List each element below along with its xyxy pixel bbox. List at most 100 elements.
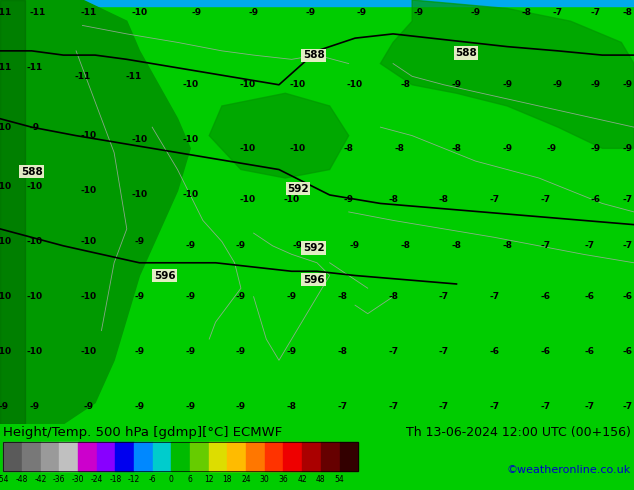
Text: -54: -54 (0, 475, 10, 485)
Bar (171, 442, 190, 471)
Text: -8: -8 (502, 242, 512, 250)
Text: -8: -8 (521, 8, 531, 17)
Text: -7: -7 (489, 402, 500, 412)
Text: Th 13-06-2024 12:00 UTC (00+156): Th 13-06-2024 12:00 UTC (00+156) (406, 426, 631, 439)
Bar (283, 442, 302, 471)
Text: -10: -10 (27, 182, 43, 191)
Text: -8: -8 (451, 242, 462, 250)
Text: -11: -11 (125, 72, 141, 81)
Text: 24: 24 (242, 475, 251, 485)
Text: -9: -9 (185, 292, 195, 301)
Text: -11: -11 (0, 63, 11, 73)
Text: -30: -30 (72, 475, 84, 485)
Text: -10: -10 (27, 237, 43, 246)
Text: -10: -10 (0, 237, 11, 246)
Text: -9: -9 (134, 292, 145, 301)
Text: -9: -9 (623, 144, 633, 153)
Text: 42: 42 (297, 475, 307, 485)
Text: -9: -9 (185, 347, 195, 356)
Text: 592: 592 (303, 243, 325, 253)
Text: 588: 588 (21, 167, 42, 177)
Text: 6: 6 (188, 475, 193, 485)
Bar (246, 442, 265, 471)
Text: -9: -9 (591, 80, 601, 89)
Text: -9: -9 (84, 402, 94, 412)
Bar (96, 442, 115, 471)
Text: -8: -8 (344, 144, 354, 153)
Text: -10: -10 (182, 80, 198, 89)
Text: -8: -8 (337, 292, 347, 301)
Text: -6: -6 (623, 292, 633, 301)
Text: -6: -6 (540, 292, 550, 301)
Text: -8: -8 (388, 292, 398, 301)
Text: 54: 54 (335, 475, 344, 485)
Text: 48: 48 (316, 475, 326, 485)
Text: 12: 12 (204, 475, 214, 485)
Text: -36: -36 (53, 475, 65, 485)
Text: -10: -10 (0, 347, 11, 356)
Text: -10: -10 (81, 237, 97, 246)
Text: -10: -10 (182, 135, 198, 145)
Text: -9: -9 (502, 144, 512, 153)
Text: -6: -6 (149, 475, 157, 485)
Bar (22, 442, 41, 471)
Text: -9: -9 (236, 242, 246, 250)
Text: 588: 588 (455, 48, 477, 58)
Text: 596: 596 (303, 275, 325, 285)
Text: -9: -9 (134, 237, 145, 246)
Text: -7: -7 (489, 292, 500, 301)
Text: -7: -7 (585, 242, 595, 250)
Text: -9: -9 (249, 8, 259, 17)
Text: -24: -24 (91, 475, 103, 485)
Bar (115, 442, 134, 471)
Text: -7: -7 (540, 402, 550, 412)
Bar (321, 442, 340, 471)
Text: -8: -8 (388, 195, 398, 204)
Text: -18: -18 (109, 475, 122, 485)
Text: -6: -6 (591, 195, 601, 204)
Text: -7: -7 (623, 242, 633, 250)
Text: -9: -9 (350, 242, 360, 250)
Text: -10: -10 (131, 191, 148, 199)
Bar (134, 442, 153, 471)
Text: -6: -6 (585, 292, 595, 301)
Bar (3, 442, 22, 471)
Text: -10: -10 (290, 80, 306, 89)
Text: 18: 18 (223, 475, 232, 485)
Polygon shape (380, 0, 634, 148)
Text: -11: -11 (0, 8, 11, 17)
Text: -10: -10 (0, 182, 11, 191)
Text: -9: -9 (287, 347, 297, 356)
Text: -7: -7 (623, 195, 633, 204)
Text: -9: -9 (0, 402, 8, 412)
Text: -9: -9 (344, 195, 354, 204)
Polygon shape (0, 0, 190, 424)
Bar (340, 442, 358, 471)
Text: -8: -8 (401, 80, 411, 89)
Text: -7: -7 (591, 8, 601, 17)
Text: -9: -9 (293, 242, 303, 250)
Bar (265, 442, 283, 471)
Text: -11: -11 (74, 72, 91, 81)
Text: -9: -9 (470, 8, 481, 17)
Text: -7: -7 (540, 242, 550, 250)
Text: -7: -7 (337, 402, 347, 412)
Text: -9: -9 (287, 292, 297, 301)
Text: -8: -8 (451, 144, 462, 153)
Text: -9: -9 (185, 242, 195, 250)
Text: -9: -9 (547, 144, 557, 153)
Bar (209, 442, 228, 471)
Bar (228, 442, 246, 471)
Text: -9: -9 (134, 347, 145, 356)
Text: -10: -10 (290, 144, 306, 153)
Text: 36: 36 (278, 475, 288, 485)
Bar (3, 442, 358, 471)
Text: -8: -8 (623, 8, 633, 17)
Text: -9: -9 (502, 80, 512, 89)
Text: -7: -7 (388, 347, 398, 356)
Text: -9: -9 (356, 8, 366, 17)
Text: -9: -9 (451, 80, 462, 89)
Text: -10: -10 (283, 195, 300, 204)
Text: -10: -10 (131, 135, 148, 145)
Text: -9: -9 (236, 347, 246, 356)
